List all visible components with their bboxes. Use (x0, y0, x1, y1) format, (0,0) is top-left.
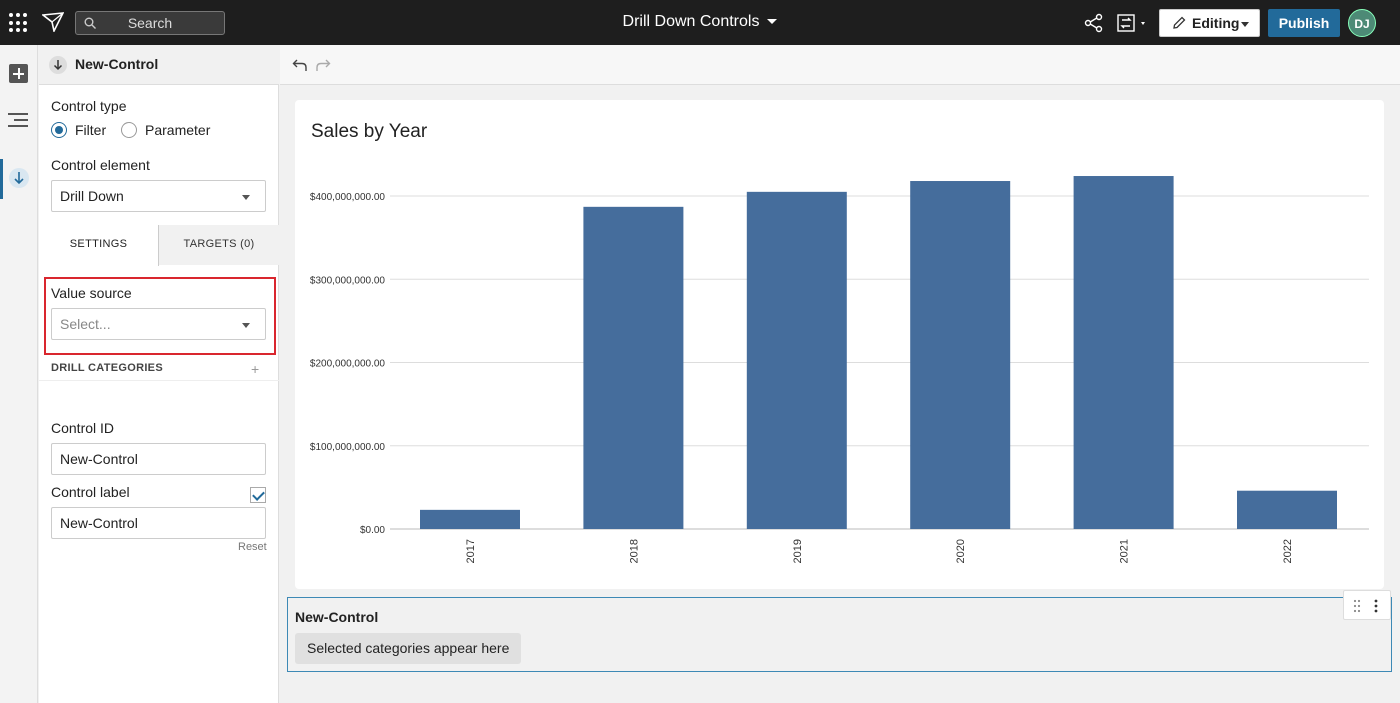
top-bar: Search Drill Down Controls Editing Publi… (0, 0, 1400, 45)
element-menu (1343, 590, 1391, 620)
value-source-highlight (44, 277, 276, 355)
editing-mode-button[interactable]: Editing (1159, 9, 1260, 37)
control-type-label: Control type (51, 98, 127, 114)
apps-grid-icon[interactable] (9, 13, 29, 33)
y-tick-label: $200,000,000.00 (310, 359, 386, 370)
chart-title: Sales by Year (311, 121, 428, 142)
bar-2017[interactable] (420, 509, 520, 529)
control-label-checkbox[interactable] (250, 487, 266, 503)
x-tick-label: 2020 (955, 539, 967, 563)
bar-2020[interactable] (910, 181, 1011, 529)
undo-icon[interactable] (292, 58, 308, 72)
chevron-down-icon (242, 323, 250, 328)
filter-radio-label[interactable]: Filter (75, 122, 107, 138)
redo-icon[interactable] (315, 58, 331, 72)
control-properties-tab[interactable] (0, 159, 38, 199)
bar-chart[interactable]: $0.00 $100,000,000.00 $200,000,000.00 $300,… (295, 100, 1384, 589)
parameter-radio[interactable] (121, 122, 137, 138)
arrow-down-icon (9, 168, 29, 188)
control-element-value: Drill Down (60, 188, 124, 204)
y-tick-label: $400,000,000.00 (310, 192, 386, 203)
left-rail (0, 45, 38, 703)
chevron-down-icon (242, 195, 250, 200)
x-tick-label: 2022 (1282, 539, 1294, 563)
reset-link[interactable]: Reset (238, 541, 267, 553)
panel-tabs: SETTINGS TARGETS (0) (39, 225, 279, 266)
add-element-icon[interactable] (9, 64, 28, 83)
control-id-label: Control ID (51, 420, 115, 436)
control-element-label: Control element (51, 157, 150, 173)
control-id-field[interactable]: New-Control (51, 443, 266, 475)
panel-title: New-Control (75, 56, 159, 72)
control-label-label: Control label (51, 484, 130, 500)
drill-down-control[interactable]: New-Control Selected categories appear h… (287, 597, 1392, 672)
x-tick-label: 2021 (1119, 539, 1131, 563)
selected-categories-placeholder: Selected categories appear here (295, 633, 522, 664)
pencil-icon (1173, 16, 1186, 29)
tab-settings[interactable]: SETTINGS (39, 225, 159, 266)
sync-icon[interactable] (1115, 12, 1151, 34)
parameter-radio-label[interactable]: Parameter (145, 122, 211, 138)
drill-categories-heading: DRILL CATEGORIES (51, 362, 163, 374)
avatar[interactable]: DJ (1348, 9, 1376, 37)
bar-2018[interactable] (583, 206, 684, 529)
value-source-select[interactable]: Select... (51, 308, 266, 340)
x-tick-label: 2018 (628, 539, 640, 563)
arrow-down-icon (49, 56, 67, 74)
y-tick-label: $0.00 (360, 525, 385, 536)
chart-card[interactable]: $0.00 $100,000,000.00 $200,000,000.00 $300,… (295, 100, 1384, 589)
drag-handle-icon[interactable] (1353, 599, 1361, 613)
control-label-field[interactable]: New-Control (51, 507, 266, 539)
search-input[interactable]: Search (75, 11, 225, 35)
bar-2021[interactable] (1073, 176, 1174, 529)
search-placeholder: Search (127, 15, 173, 31)
value-source-placeholder: Select... (60, 316, 111, 332)
bar-2022[interactable] (1237, 490, 1337, 529)
add-drill-category-icon[interactable]: + (251, 361, 260, 377)
logo-icon[interactable] (42, 12, 64, 32)
control-title: New-Control (295, 609, 379, 625)
document-title[interactable]: Drill Down Controls (600, 13, 800, 31)
panel-header: New-Control (39, 45, 279, 85)
search-icon (84, 17, 96, 29)
divider (39, 380, 279, 381)
control-element-select[interactable]: Drill Down (51, 180, 266, 212)
y-tick-label: $300,000,000.00 (310, 275, 386, 286)
filter-radio[interactable] (51, 122, 67, 138)
editing-label: Editing (1192, 15, 1240, 31)
x-tick-label: 2017 (465, 539, 477, 563)
control-properties-panel: New-Control Control type Filter Paramete… (39, 45, 279, 703)
layers-icon[interactable] (8, 113, 28, 129)
value-source-label: Value source (51, 285, 132, 301)
more-options-icon[interactable] (1374, 599, 1378, 613)
document-title-text: Drill Down Controls (622, 13, 760, 30)
publish-button[interactable]: Publish (1268, 9, 1340, 37)
chevron-down-icon (1241, 22, 1249, 27)
y-tick-label: $100,000,000.00 (310, 442, 386, 453)
canvas-toolbar (280, 45, 1400, 85)
tab-targets[interactable]: TARGETS (0) (159, 225, 279, 265)
share-icon[interactable] (1084, 13, 1104, 33)
chevron-down-icon (767, 19, 778, 25)
x-tick-label: 2019 (792, 539, 804, 563)
bar-2019[interactable] (746, 191, 847, 529)
